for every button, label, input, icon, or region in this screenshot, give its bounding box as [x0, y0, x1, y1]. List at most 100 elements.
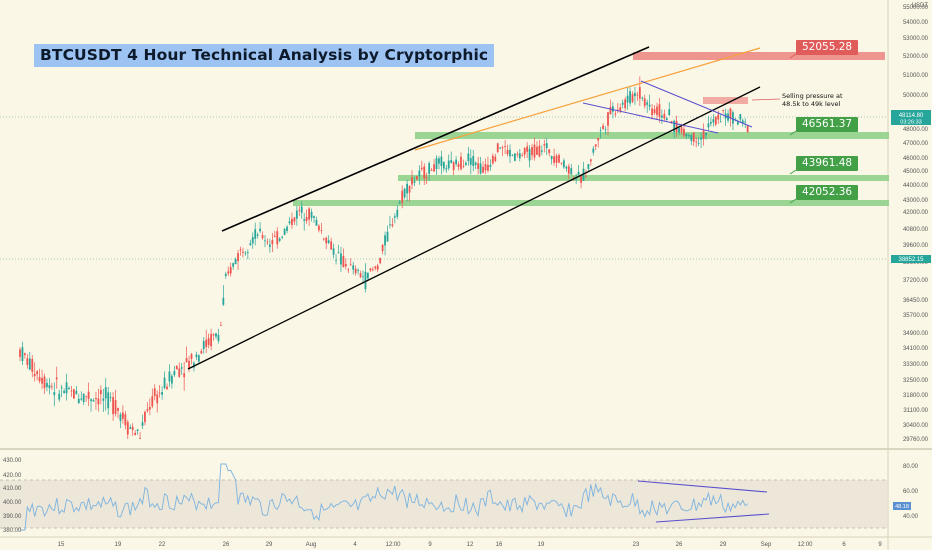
price-tick-label: 45000.00: [903, 169, 929, 175]
candle-body: [109, 396, 112, 398]
current-price-tag: [891, 110, 931, 125]
candle-body: [665, 118, 668, 120]
candle-body: [442, 162, 445, 169]
candle-body: [119, 414, 122, 422]
candle-body: [193, 362, 195, 368]
candle-body: [139, 438, 141, 439]
candle-body: [465, 162, 467, 166]
candle-body: [692, 132, 695, 142]
current-price-value: 48114.80: [899, 113, 924, 119]
note-line-1: Selling pressure at: [782, 92, 843, 100]
candle-body: [472, 156, 475, 166]
rsi-value-tag: [893, 502, 911, 510]
candle-body: [447, 160, 450, 169]
candle-body: [722, 110, 725, 111]
candle-body: [70, 390, 73, 392]
candle-body: [173, 370, 176, 376]
price-tick-label: 42000.00: [903, 210, 929, 216]
candle-body: [278, 238, 281, 241]
candle-body: [347, 269, 350, 271]
candle-body: [487, 164, 489, 171]
time-tick-label: Sep: [761, 542, 772, 548]
candle-body: [494, 156, 497, 161]
candle-body: [227, 271, 230, 274]
candle-body: [531, 147, 533, 156]
price-tick-label: 33300.00: [903, 362, 929, 368]
candle-body: [158, 392, 161, 394]
candle-body: [634, 92, 636, 97]
candle-body: [104, 387, 107, 399]
candle-body: [85, 395, 88, 397]
candle-body: [538, 145, 541, 157]
candle-body: [249, 243, 252, 246]
candle-body: [77, 398, 80, 404]
candle-body: [651, 108, 653, 115]
candle-body: [82, 393, 85, 402]
candle-body: [695, 141, 698, 143]
candle-body: [555, 155, 558, 163]
candle-body: [367, 272, 369, 279]
price-tick-label: 50000.00: [903, 93, 929, 99]
level-label-pointer: [789, 130, 797, 136]
candle-body: [746, 125, 749, 133]
candle-body: [614, 113, 617, 115]
candle-body: [580, 175, 582, 183]
candle-body: [97, 398, 100, 405]
candle-body: [246, 252, 249, 253]
candle-body: [683, 129, 685, 136]
candle-body: [161, 392, 163, 395]
candle-body: [340, 253, 342, 265]
candle-body: [376, 265, 379, 270]
candle-body: [474, 162, 477, 165]
candle-body: [215, 333, 217, 337]
candle-body: [310, 211, 313, 218]
marker-price-tag: [891, 255, 931, 263]
candle-body: [156, 394, 159, 404]
candle-body: [320, 230, 323, 231]
candle-body: [398, 202, 401, 204]
candle-body: [670, 121, 673, 122]
time-tick-label: 9: [428, 542, 432, 548]
candle-body: [565, 166, 568, 169]
candle-body: [273, 235, 276, 237]
candle-body: [734, 118, 737, 120]
price-tick-label: 34900.00: [903, 331, 929, 337]
candle-body: [597, 137, 600, 141]
candle-body: [28, 358, 31, 370]
candle-body: [337, 252, 340, 253]
candle-body: [205, 339, 208, 347]
candle-body: [305, 217, 308, 221]
candle-body: [95, 397, 97, 400]
candle-body: [369, 268, 372, 271]
time-tick-label: 26: [223, 542, 230, 548]
candle-body: [251, 237, 254, 244]
candle-body: [707, 123, 710, 128]
chart-title: BTCUSDT 4 Hour Technical Analysis by Cry…: [34, 44, 495, 67]
candle-body: [185, 358, 188, 363]
candle-body: [134, 432, 137, 436]
candle-body: [50, 386, 53, 388]
candle-body: [286, 226, 288, 231]
candle-body: [540, 150, 543, 152]
rsi-left-tick-label: 400.00: [3, 500, 22, 506]
level-label-pointer: [789, 53, 797, 59]
candle-body: [604, 129, 607, 131]
candle-body: [744, 121, 747, 123]
candle-body: [129, 427, 132, 429]
candle-body: [700, 137, 702, 140]
candle-body: [619, 107, 622, 112]
candle-body: [114, 400, 117, 414]
time-tick-label: 9: [878, 542, 882, 548]
candle-body: [653, 109, 656, 114]
candle-body: [325, 237, 328, 244]
candle-body: [663, 113, 666, 119]
candle-body: [616, 109, 619, 111]
candle-body: [732, 112, 734, 124]
candle-body: [491, 155, 494, 164]
price-axis-currency: USDT: [912, 3, 929, 9]
wedge-upper-line: [582, 102, 719, 134]
candle-body: [357, 269, 359, 271]
price-tick-label: 29760.00: [903, 437, 929, 443]
candle-body: [548, 149, 551, 153]
